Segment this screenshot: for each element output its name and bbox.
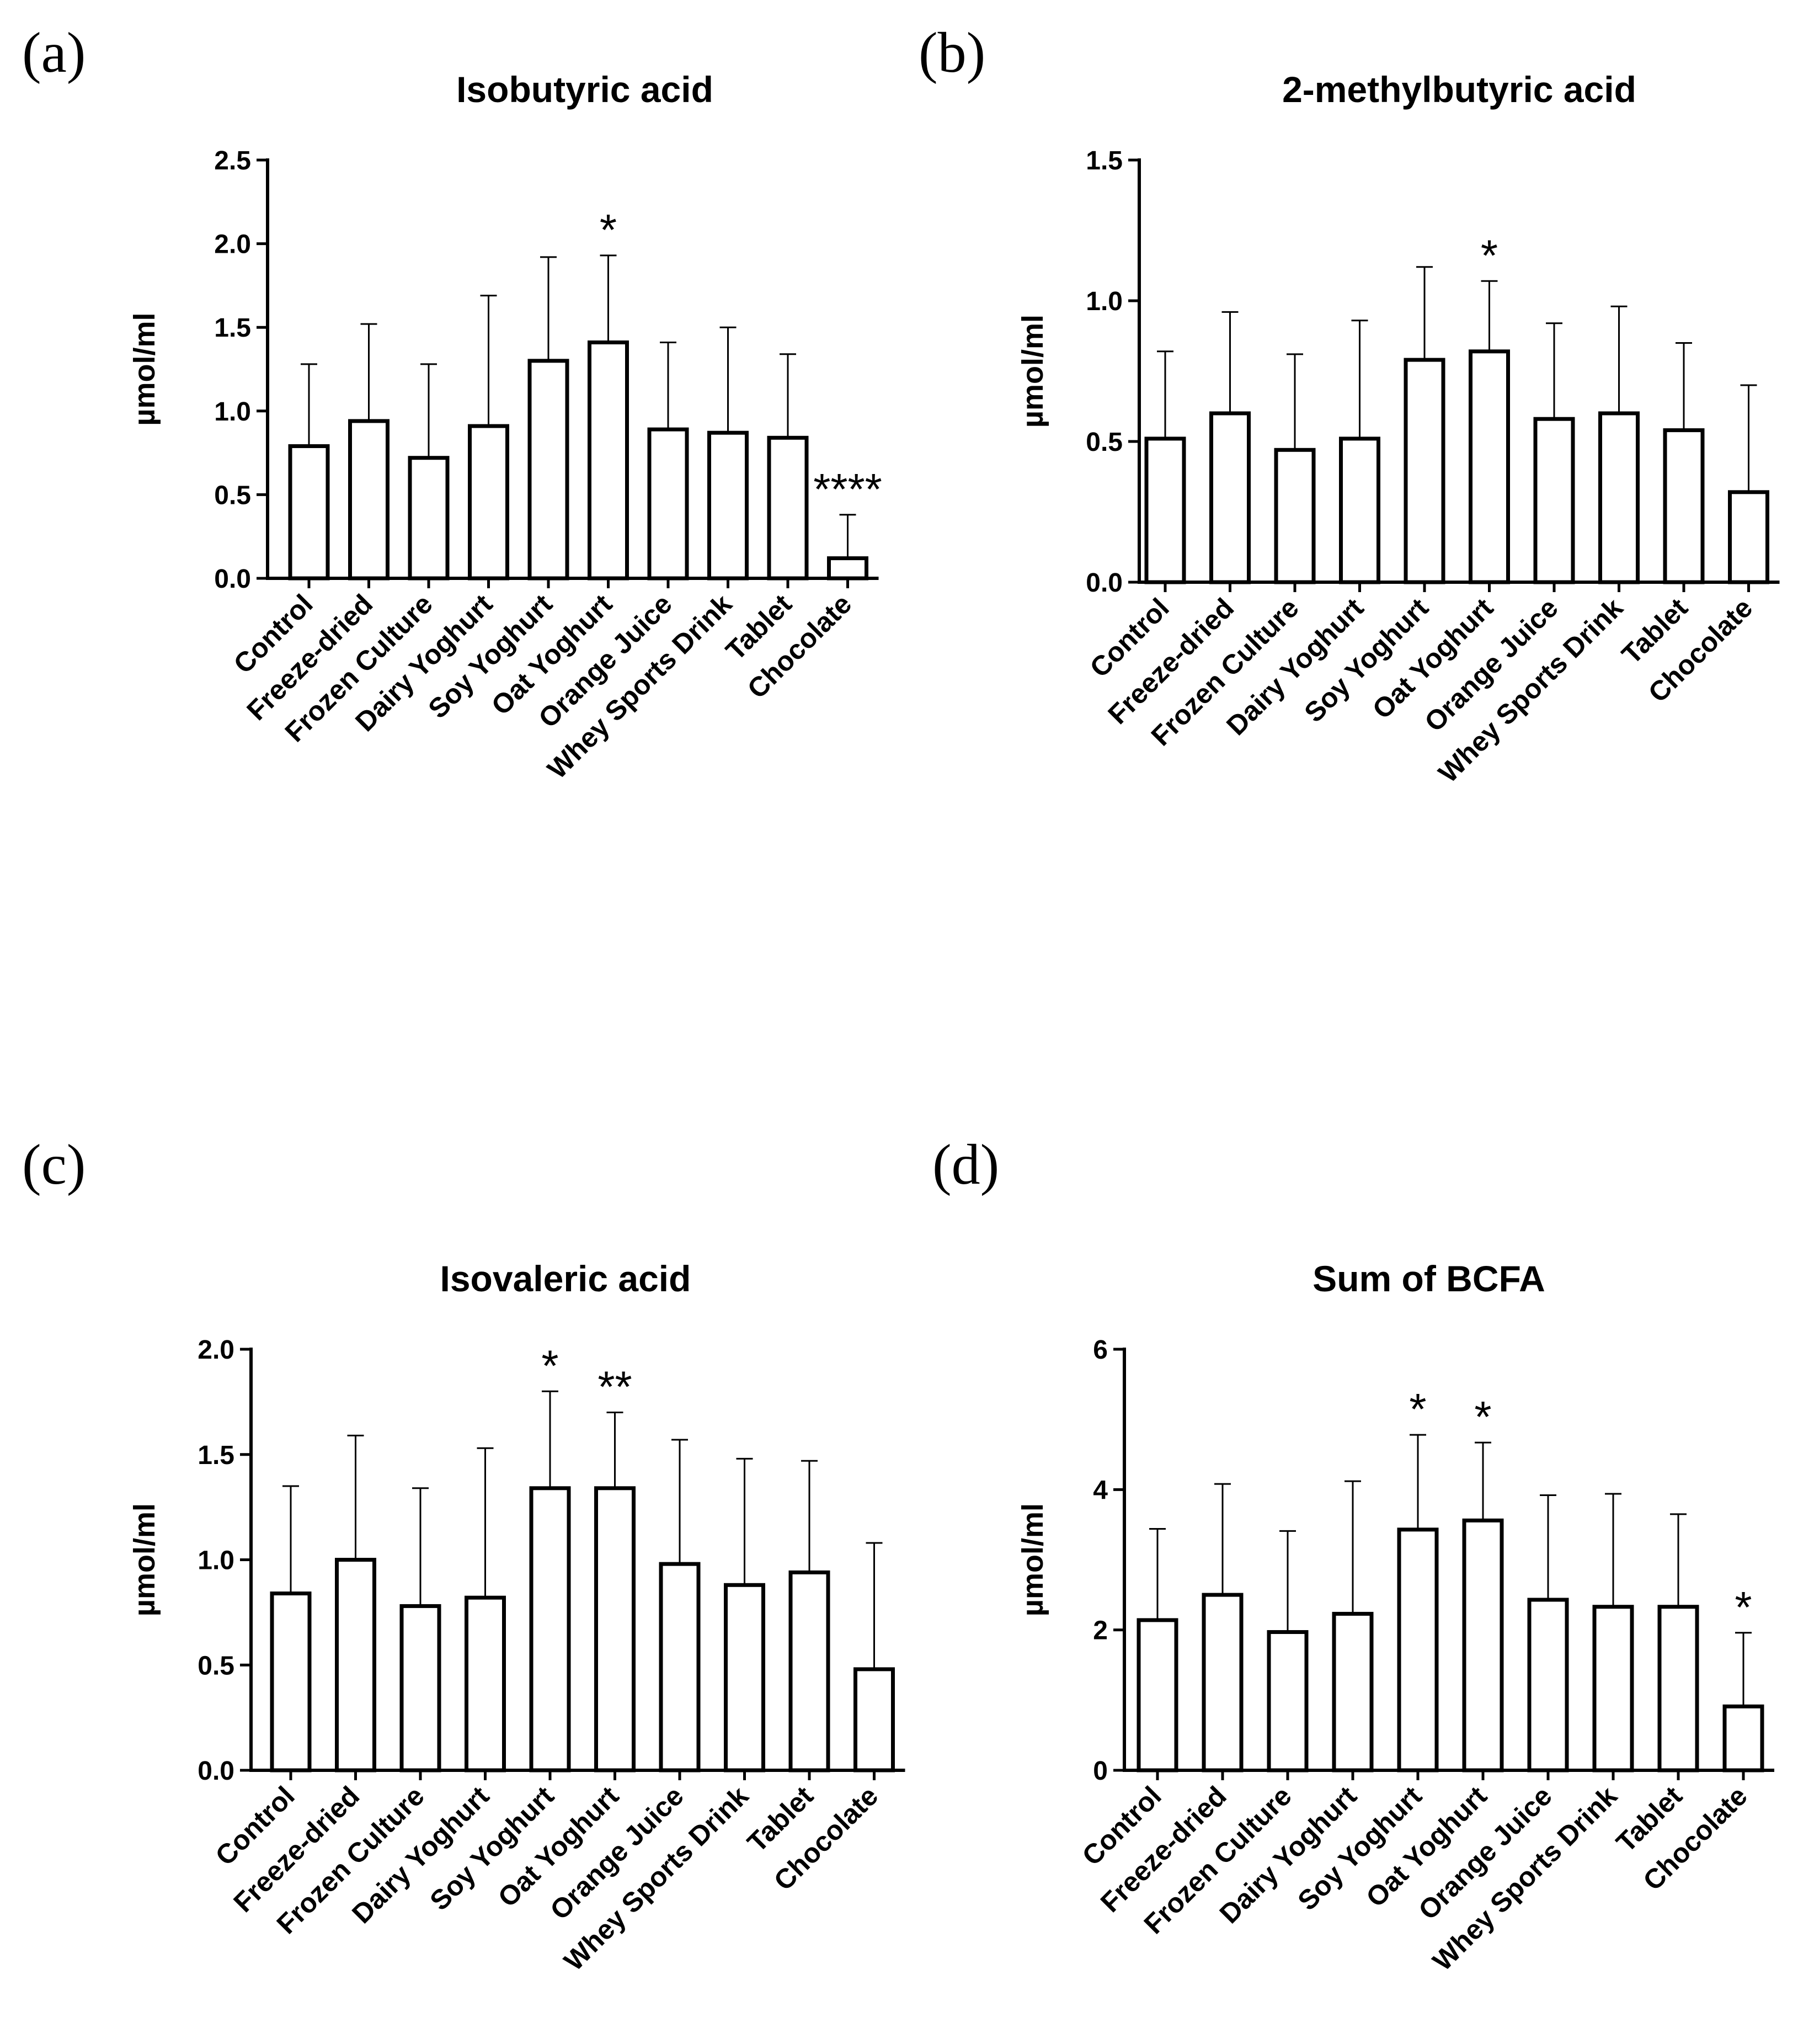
bar-freeze-dried: [1202, 1593, 1244, 1772]
significance-mark: **: [597, 1362, 632, 1411]
y-tick-label: 1.0: [1086, 287, 1123, 316]
bar-orange-juice: [647, 427, 689, 581]
bar-tablet: [1657, 1605, 1699, 1772]
y-axis-label: µmol/ml: [128, 1503, 161, 1616]
bar-chocolate: [853, 1667, 895, 1772]
bar-orange-juice: [1527, 1598, 1569, 1772]
y-tick-label: 1.5: [198, 1441, 234, 1470]
y-axis-label: µmol/ml: [1016, 315, 1049, 428]
bar-soy-yoghurt: [1404, 358, 1445, 584]
bar-frozen-culture: [399, 1604, 441, 1772]
bar-soy-yoghurt: [529, 1486, 571, 1772]
y-tick-label: 2.0: [198, 1335, 234, 1365]
bar-tablet: [788, 1570, 830, 1772]
bar-orange-juice: [659, 1562, 701, 1772]
significance-mark: *: [1735, 1583, 1752, 1632]
chart-panel-4: (d)Sum of BCFAµmol/ml0246ControlFreeze-d…: [932, 1133, 1774, 1977]
chart-title: Isobutyric acid: [456, 69, 713, 110]
y-tick-label: 0: [1093, 1756, 1108, 1786]
bar-whey-sports-drink: [1592, 1605, 1634, 1772]
bar-frozen-culture: [408, 456, 450, 581]
bar-freeze-dried: [348, 419, 390, 581]
bar-chocolate: [1728, 490, 1769, 584]
chart-title: 2-methylbutyric acid: [1282, 69, 1636, 110]
chart-panel-1: (a) Isobutyric acid µmol/ml 0.0 0.5 1.0 1.5 2.0…: [22, 21, 882, 785]
significance-mark: *: [1474, 1392, 1491, 1441]
chart-panel-3: (c) Isovaleric acid µmol/ml 0.0 0.5 1.0 1.5 2.0…: [22, 1133, 905, 1977]
significance-mark: *: [541, 1341, 558, 1390]
y-tick-label: 2.5: [214, 146, 251, 175]
panel-letter: (d): [932, 1133, 999, 1196]
y-axis-label: µmol/ml: [128, 312, 161, 425]
bar-frozen-culture: [1274, 448, 1316, 584]
chart-title: Sum of BCFA: [1313, 1258, 1545, 1299]
bar-oat-yoghurt: [594, 1486, 636, 1772]
bar-dairy-yoghurt: [1332, 1611, 1374, 1772]
bar-dairy-yoghurt: [465, 1595, 506, 1772]
bar-dairy-yoghurt: [468, 424, 509, 581]
y-tick-label: 0.5: [214, 481, 251, 510]
bar-control: [1137, 1618, 1178, 1772]
bar-oat-yoghurt: [1462, 1518, 1504, 1772]
bar-freeze-dried: [1209, 411, 1251, 584]
bar-tablet: [1663, 428, 1705, 584]
bar-whey-sports-drink: [707, 430, 749, 581]
bar-dairy-yoghurt: [1339, 437, 1380, 584]
y-axis-label: µmol/ml: [1016, 1503, 1049, 1616]
bar-control: [270, 1591, 312, 1772]
chart-panel-2: (b) 2-methylbutyric acid µmol/ml 0.0 0.5 1.0 1…: [919, 21, 1780, 789]
panel-letter: (b): [919, 21, 985, 84]
y-tick-label: 6: [1093, 1335, 1108, 1365]
bar-orange-juice: [1533, 417, 1575, 584]
bar-oat-yoghurt: [1469, 349, 1510, 584]
chart-title: Isovaleric acid: [440, 1258, 691, 1299]
bar-control: [288, 444, 330, 581]
y-tick-label: 0.0: [1086, 568, 1123, 598]
y-tick-label: 1.5: [214, 313, 251, 343]
significance-mark: *: [1409, 1385, 1426, 1434]
bar-tablet: [767, 435, 809, 581]
y-tick-label: 0.0: [214, 565, 251, 594]
bar-oat-yoghurt: [588, 340, 629, 581]
bar-chocolate: [1722, 1704, 1764, 1772]
y-tick-label: 1.0: [214, 397, 251, 427]
y-tick-label: 1.5: [1086, 146, 1123, 175]
bar-whey-sports-drink: [1598, 411, 1640, 584]
bar-control: [1144, 437, 1186, 584]
panel-letter: (c): [22, 1133, 86, 1196]
y-tick-label: 4: [1093, 1476, 1108, 1505]
bar-whey-sports-drink: [724, 1583, 765, 1772]
bar-chocolate: [827, 556, 868, 581]
y-tick-label: 0.5: [198, 1651, 234, 1680]
panel-letter: (a): [22, 21, 86, 84]
significance-mark: *: [1481, 231, 1498, 280]
y-tick-label: 1.0: [198, 1546, 234, 1575]
y-tick-label: 0.5: [1086, 428, 1123, 457]
y-tick-label: 2.0: [214, 230, 251, 259]
y-tick-label: 0.0: [198, 1756, 234, 1786]
y-tick-label: 2: [1093, 1616, 1108, 1646]
bar-freeze-dried: [335, 1558, 376, 1772]
bar-soy-yoghurt: [527, 359, 569, 581]
bar-soy-yoghurt: [1397, 1527, 1439, 1772]
significance-mark: *: [600, 205, 617, 254]
bar-frozen-culture: [1267, 1630, 1309, 1772]
significance-mark: ****: [813, 465, 882, 514]
